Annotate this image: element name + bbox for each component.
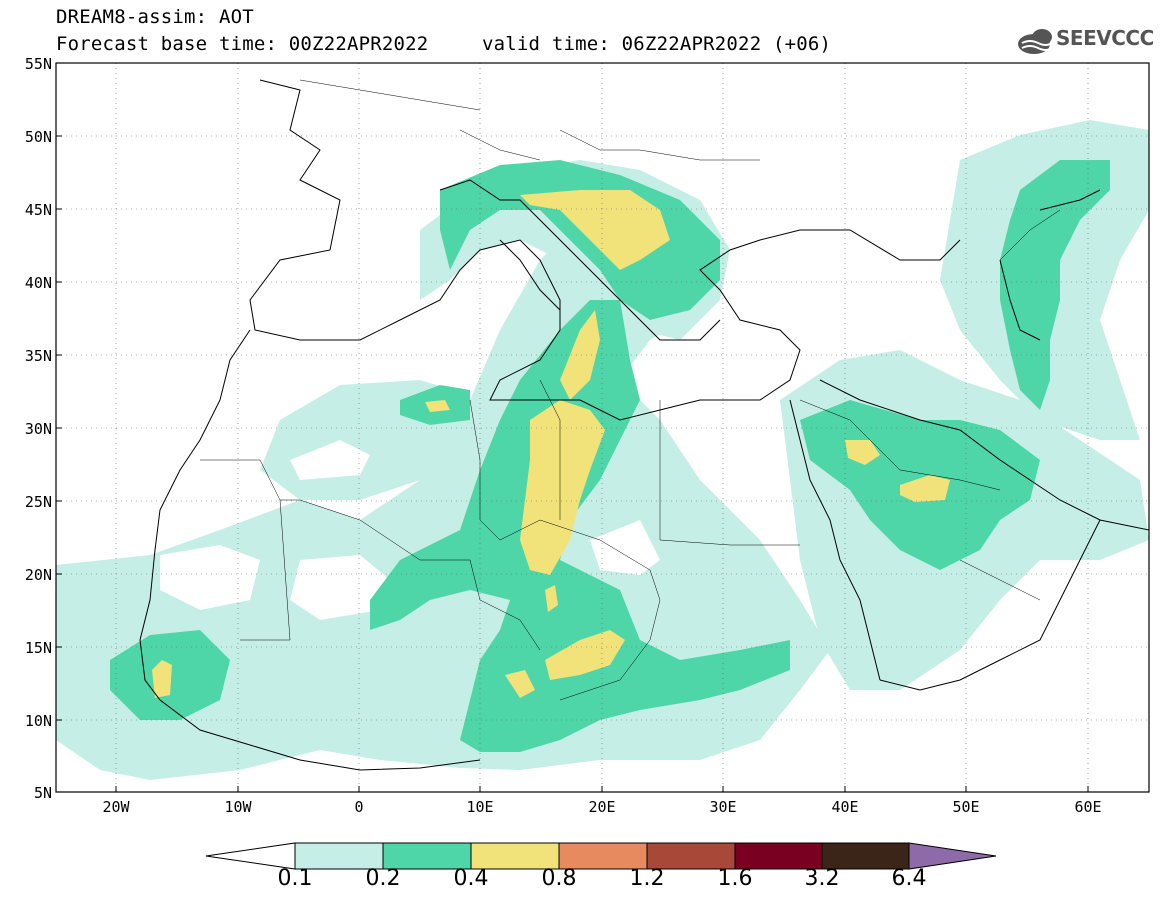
colorbar bbox=[205, 842, 997, 870]
lat-label: 30N bbox=[24, 420, 52, 438]
lon-label: 60E bbox=[1074, 798, 1102, 816]
graticule bbox=[56, 63, 1149, 792]
colorbar-swatch-4 bbox=[558, 842, 648, 870]
axis-ticks bbox=[56, 62, 1089, 792]
lat-label: 5N bbox=[33, 784, 52, 802]
colorbar-label: 0.8 bbox=[541, 866, 577, 891]
colorbar-label: 0.1 bbox=[277, 866, 313, 891]
colorbar-label: 3.2 bbox=[804, 866, 840, 891]
map-title: DREAM8-assim: AOT bbox=[56, 6, 254, 28]
colorbar-extend-high bbox=[908, 842, 997, 870]
colorbar-label: 0.4 bbox=[453, 866, 489, 891]
valid-time: valid time: 06Z22APR2022 (+06) bbox=[482, 33, 832, 55]
colorbar-label: 1.6 bbox=[717, 866, 753, 891]
lat-label: 45N bbox=[24, 201, 52, 219]
logo-text: SEEVCCC bbox=[1056, 26, 1154, 50]
lat-label: 15N bbox=[24, 639, 52, 657]
lon-label: 30E bbox=[709, 798, 737, 816]
coastlines bbox=[139, 79, 1149, 771]
lon-label: 0 bbox=[354, 798, 364, 816]
aot-fields bbox=[56, 120, 1149, 780]
colorbar-swatch-5 bbox=[646, 842, 736, 870]
colorbar-label: 6.4 bbox=[891, 866, 927, 891]
lon-label: 50E bbox=[952, 798, 980, 816]
colorbar-swatch-1 bbox=[294, 842, 384, 870]
lat-label: 10N bbox=[24, 712, 52, 730]
lon-label: 10W bbox=[224, 798, 252, 816]
colorbar-label: 1.2 bbox=[629, 866, 665, 891]
lat-label: 55N bbox=[24, 55, 52, 73]
colorbar-swatch-6 bbox=[734, 842, 823, 870]
aot-level-below bbox=[160, 440, 660, 620]
lat-label: 40N bbox=[24, 274, 52, 292]
lat-label: 50N bbox=[24, 128, 52, 146]
lon-label: 10E bbox=[466, 798, 494, 816]
lon-label: 20E bbox=[588, 798, 616, 816]
lon-label: 40E bbox=[831, 798, 859, 816]
lon-label: 20W bbox=[102, 798, 130, 816]
borders bbox=[200, 79, 1061, 701]
lat-label: 35N bbox=[24, 347, 52, 365]
lat-label: 20N bbox=[24, 566, 52, 584]
forecast-base-time: Forecast base time: 00Z22APR2022 bbox=[56, 33, 429, 55]
lat-label: 25N bbox=[24, 493, 52, 511]
cloud-logo-icon bbox=[1018, 29, 1053, 54]
colorbar-label: 0.2 bbox=[365, 866, 401, 891]
aot-level-0-4 bbox=[152, 190, 950, 698]
